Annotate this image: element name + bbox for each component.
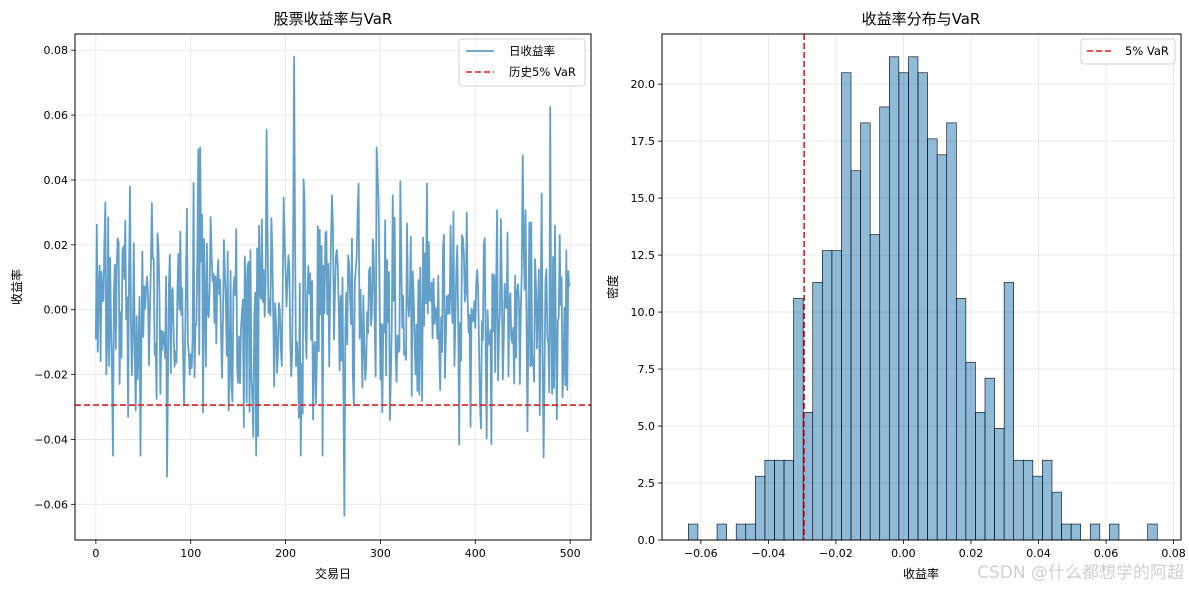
y-tick-label: −0.02 [34,369,68,382]
histogram-bar [831,250,842,541]
histogram-bar [908,56,919,541]
histogram-bar [783,459,794,541]
histogram-bar [1042,459,1053,541]
x-axis-label: 收益率 [903,566,939,581]
x-tick-label: 500 [560,547,581,560]
x-tick-label: 0.02 [959,547,984,560]
legend-label-returns: 日收益率 [509,44,555,58]
histogram-bar [965,361,976,541]
y-tick-label: 12.5 [631,249,656,262]
x-tick-label: 0.08 [1161,547,1186,560]
x-ticks: 0 100 200 300 400 500 [92,540,581,560]
histogram-bar [850,170,861,541]
histogram-bar [764,459,775,541]
histogram-bar [860,122,871,541]
plot-frame [74,33,592,541]
y-tick-label: 0.04 [44,174,69,187]
x-ticks: −0.06 −0.04 −0.02 0.00 0.02 0.04 0.06 0.08 [684,540,1186,560]
y-tick-label: 10.0 [631,306,656,319]
y-tick-label: 20.0 [631,78,656,91]
histogram-bar [841,72,852,541]
returns-histogram-chart: −0.06 −0.04 −0.02 0.00 0.02 0.04 0.06 0.08 0.0 2… [605,10,1186,581]
histogram-bar [1051,491,1062,541]
watermark: CSDN @什么都想学的阿超 [977,563,1184,583]
histogram-bar [975,412,986,541]
histogram-bar [1147,523,1158,541]
returns-line-chart: 0 100 200 300 400 500 −0.06 −0.04 −0.02 0.00 0.02… [9,10,592,581]
histogram-bar [755,475,766,541]
x-tick-label: −0.04 [752,547,786,560]
histogram-bar [745,523,756,541]
y-tick-label: 0.08 [44,44,69,57]
x-tick-label: 400 [465,547,486,560]
histogram-bar [888,56,900,541]
x-axis-label: 交易日 [315,566,351,581]
x-tick-label: 100 [180,547,201,560]
histogram-bar [917,72,928,541]
y-tick-label: 15.0 [631,192,656,205]
y-ticks: −0.06 −0.04 −0.02 0.00 0.02 0.04 0.06 0.08 [34,44,75,511]
histogram-bar [994,428,1005,541]
histogram-bar [936,154,948,541]
histogram-bar [793,298,804,541]
y-tick-label: −0.04 [34,433,68,446]
chart-title: 收益率分布与VaR [862,10,981,28]
legend-label-var: 5% VaR [1125,44,1169,58]
histogram-bar [946,122,957,541]
histogram-bar [927,138,938,541]
histogram-bar [735,523,747,541]
x-tick-label: 0.04 [1026,547,1051,560]
x-tick-label: 0 [92,547,99,560]
histogram-bar [869,234,881,541]
y-ticks: 0.0 2.5 5.0 7.5 10.0 12.5 15.0 17.5 20.0 [631,78,662,547]
plot-frame [661,33,1182,541]
y-tick-label: 0.06 [44,109,69,122]
y-tick-label: 17.5 [631,135,656,148]
y-tick-label: 7.5 [638,363,656,376]
x-tick-label: −0.02 [819,547,853,560]
daily-returns-line [94,55,571,517]
histogram-bar [774,459,785,541]
histogram-bar [879,106,890,541]
chart-title: 股票收益率与VaR [274,10,393,28]
y-axis-label: 收益率 [9,269,24,305]
histogram-bar [1061,523,1072,541]
y-tick-label: 0.0 [638,534,656,547]
x-tick-label: 300 [370,547,391,560]
y-tick-label: −0.06 [34,498,68,511]
histogram-bar [716,523,727,541]
legend-box [1080,38,1176,65]
x-tick-label: −0.06 [684,547,718,560]
legend-label-var: 历史5% VaR [509,65,576,79]
y-tick-label: 0.02 [44,239,69,252]
histogram-bar [1109,523,1120,541]
x-tick-label: 0.00 [891,547,916,560]
histogram-bar [1070,523,1081,541]
y-tick-label: 2.5 [638,477,656,490]
histogram-bar [955,298,967,541]
histogram-bar [688,523,699,541]
histogram-bar [1013,459,1024,541]
histogram-bar [822,250,833,541]
histogram-bar [984,377,995,541]
histogram-bar [1022,459,1034,541]
y-tick-label: 0.00 [44,304,69,317]
histogram-bar [1003,282,1015,541]
histogram-bar [898,72,909,541]
y-axis-label: 密度 [605,275,620,299]
histogram-bar [1032,475,1043,541]
x-tick-label: 200 [275,547,296,560]
legend: 日收益率 历史5% VaR [458,38,586,87]
histogram-bar [1089,523,1101,541]
legend: 5% VaR [1080,38,1176,65]
x-tick-label: 0.06 [1094,547,1119,560]
y-tick-label: 5.0 [638,420,656,433]
histogram-bar [812,282,823,541]
